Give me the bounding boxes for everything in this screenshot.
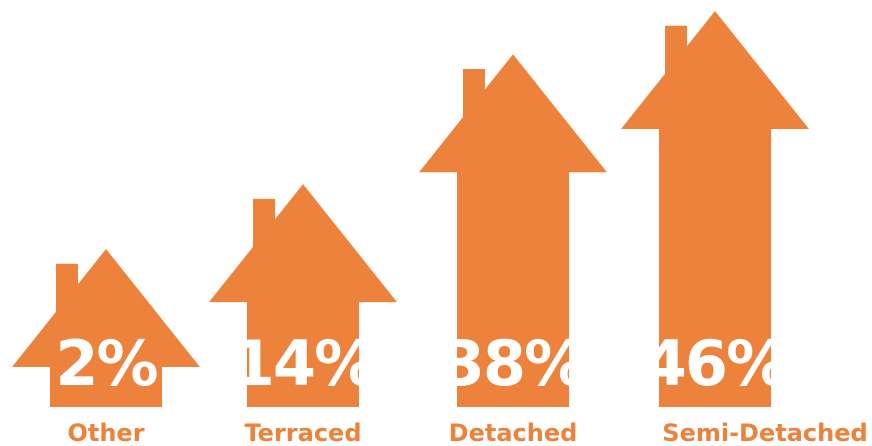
category-label-other: Other [67,419,144,446]
house-bar-semi-detached [621,11,809,407]
chart-marks [12,11,809,407]
value-label-terraced: 14% [232,327,375,400]
category-label-detached: Detached [449,419,578,446]
house-bar-other [12,249,200,407]
value-label-semi-detached: 46% [644,327,787,400]
category-label-semi-detached: Semi-Detached [662,419,867,446]
value-label-other: 2% [55,327,157,400]
value-labels: 2% 14% 38% 46% [55,327,789,400]
house-bar-detached [419,54,607,407]
category-label-terraced: Terraced [244,419,361,446]
value-label-detached: 38% [442,327,585,400]
category-labels: Other Terraced Detached Semi-Detached [67,419,867,446]
house-bar-terraced [209,184,397,407]
